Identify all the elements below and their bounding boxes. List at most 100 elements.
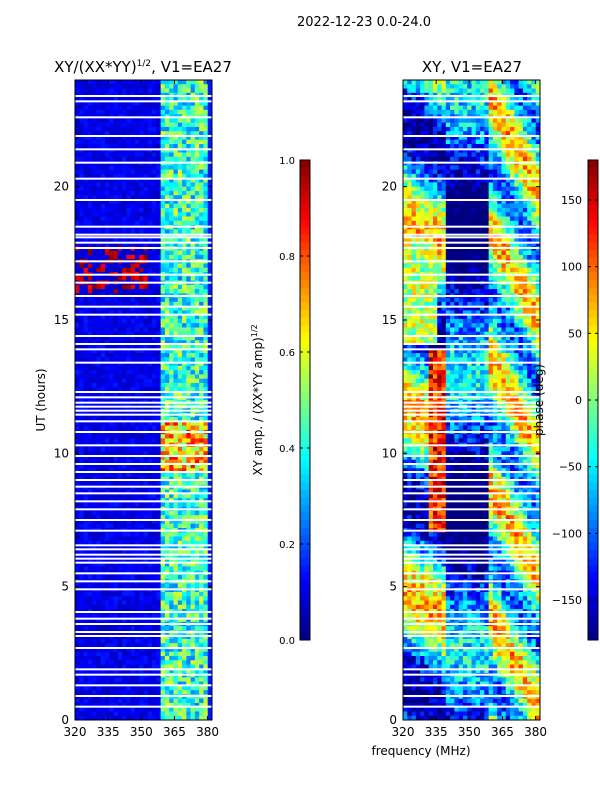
heatmap-cell (83, 446, 89, 452)
heatmap-cell (113, 276, 119, 282)
heatmap-cell (177, 229, 183, 235)
heatmap-cell (169, 109, 174, 115)
heatmap-cell (160, 173, 166, 179)
heatmap-cell (117, 374, 123, 380)
heatmap-cell (156, 468, 162, 474)
heatmap-cell (83, 97, 89, 102)
heatmap-cell (75, 267, 80, 273)
heatmap-cell (117, 80, 123, 85)
heatmap-cell (177, 698, 183, 704)
heatmap-cell (83, 600, 89, 606)
heatmap-cell (160, 276, 166, 282)
heatmap-cell (139, 583, 144, 589)
heatmap-cell (152, 237, 157, 243)
heatmap-cell (104, 135, 110, 141)
heatmap-cell (139, 212, 144, 218)
heatmap-cell (75, 656, 80, 661)
heatmap-cell (164, 301, 170, 307)
colorbar-band (300, 197, 310, 206)
heatmap-cell (160, 131, 166, 136)
heatmap-cell (79, 173, 85, 179)
heatmap-cell (194, 310, 200, 316)
heatmap-cell (100, 357, 106, 363)
heatmap-cell (87, 353, 93, 358)
heatmap-cell (169, 318, 174, 324)
heatmap-cell (143, 715, 149, 721)
heatmap-cell (75, 545, 80, 550)
heatmap-cell (177, 109, 183, 115)
heatmap-cell (139, 391, 144, 397)
heatmap-cell (96, 626, 102, 631)
heatmap-cell (96, 387, 102, 392)
heatmap-cell (134, 233, 140, 239)
heatmap-cell (173, 357, 179, 363)
heatmap-cell (96, 455, 102, 461)
heatmap-cell (177, 421, 183, 427)
heatmap-cell (87, 545, 93, 550)
heatmap-cell (109, 382, 115, 388)
heatmap-cell (177, 660, 183, 666)
heatmap-cell (117, 617, 123, 623)
heatmap-cell (156, 711, 162, 717)
heatmap-cell (117, 604, 123, 610)
heatmap-cell (139, 647, 144, 653)
heatmap-cell (160, 310, 166, 316)
heatmap-cell (177, 604, 183, 610)
heatmap-cell (117, 169, 123, 175)
heatmap-cell (96, 327, 102, 333)
heatmap-cell (143, 634, 149, 640)
heatmap-cell (104, 592, 110, 597)
heatmap-cell (79, 664, 85, 670)
heatmap-cell (92, 152, 97, 158)
heatmap-cell (134, 489, 140, 495)
heatmap-cell (83, 344, 89, 350)
heatmap-cell (160, 97, 166, 102)
heatmap-cell (122, 336, 127, 341)
heatmap-cell (156, 583, 162, 589)
heatmap-cell (117, 600, 123, 606)
heatmap-cell (199, 348, 204, 354)
heatmap-cell (177, 532, 183, 538)
heatmap-cell (164, 698, 170, 704)
heatmap-cell (143, 549, 149, 555)
heatmap-cell (169, 668, 174, 674)
heatmap-cell (104, 553, 110, 559)
heatmap-cell (156, 613, 162, 619)
heatmap-cell (156, 250, 162, 256)
heatmap-cell (130, 289, 136, 294)
heatmap-cell (194, 267, 200, 273)
heatmap-cell (109, 698, 115, 704)
heatmap-cell (75, 690, 80, 695)
heatmap-cell (87, 169, 93, 175)
heatmap-cell (79, 378, 85, 384)
heatmap-cell (199, 203, 204, 209)
heatmap-cell (75, 109, 80, 115)
heatmap-cell (117, 387, 123, 392)
heatmap-cell (152, 254, 157, 260)
heatmap-cell (156, 370, 162, 375)
heatmap-cell (117, 310, 123, 316)
heatmap-cell (203, 549, 209, 555)
heatmap-cell (109, 353, 115, 358)
heatmap-cell (194, 84, 200, 90)
heatmap-cell (117, 489, 123, 495)
heatmap-cell (143, 370, 149, 375)
heatmap-cell (126, 148, 132, 154)
heatmap-cell (203, 80, 209, 85)
heatmap-cell (96, 434, 102, 439)
heatmap-cell (139, 617, 144, 623)
heatmap-cell (160, 549, 166, 555)
heatmap-cell (79, 604, 85, 610)
heatmap-cell (152, 438, 157, 444)
heatmap-cell (75, 220, 80, 226)
heatmap-cell (75, 340, 80, 346)
heatmap-cell (75, 276, 80, 282)
heatmap-cell (143, 144, 149, 149)
heatmap-cell (186, 178, 192, 183)
heatmap-cell (113, 310, 119, 316)
heatmap-cell (194, 190, 200, 196)
flagged-row (75, 335, 212, 337)
heatmap-cell (87, 566, 93, 572)
heatmap-cell (182, 685, 187, 691)
heatmap-cell (194, 297, 200, 303)
